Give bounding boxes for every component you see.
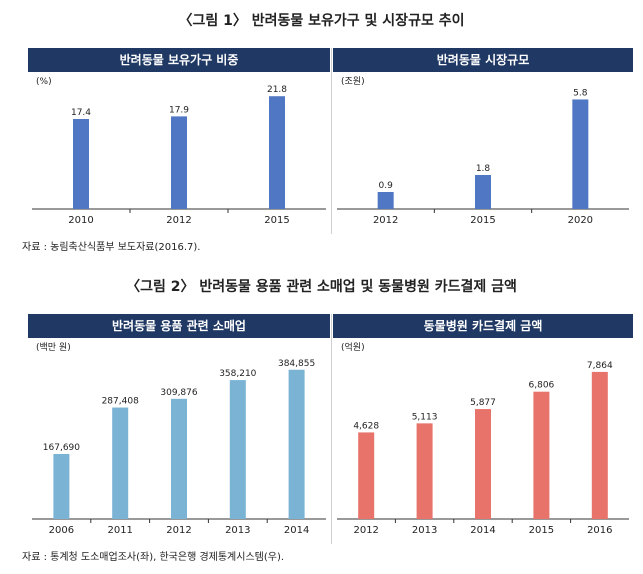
- x-tick-label: 2015: [264, 215, 289, 226]
- x-tick-label: 2006: [49, 525, 74, 536]
- x-tick-label: 2016: [587, 525, 612, 536]
- x-tick-label: 2015: [529, 525, 554, 536]
- x-tick-label: 2011: [107, 525, 132, 536]
- chart-title: 반려동물 시장규모: [333, 48, 633, 72]
- chart-title: 반려동물 보유가구 비중: [28, 48, 330, 72]
- unit-label: (억원): [341, 341, 365, 353]
- unit-label: (조원): [341, 76, 365, 87]
- bar: [572, 99, 589, 209]
- chart-title: 반려동물 용품 관련 소매업: [28, 314, 330, 338]
- bar: [112, 407, 129, 519]
- bar: [416, 423, 433, 519]
- data-label: 21.8: [267, 85, 287, 95]
- chart-pet-market-size: 반려동물 시장규모 (조원) 0.9 2012 1.8 2015 5.8 2020: [333, 48, 633, 234]
- bar: [171, 116, 187, 209]
- data-label: 7,864: [587, 361, 613, 371]
- data-label: 5,113: [412, 412, 438, 422]
- bar: [591, 371, 608, 519]
- x-tick-label: 2013: [225, 525, 250, 536]
- bar: [475, 409, 491, 519]
- x-tick-label: 2012: [166, 215, 191, 226]
- chart-pet-supplies-retail: 반려동물 용품 관련 소매업 (백만 원) 167,690 2006 287,408 2…: [28, 314, 330, 544]
- x-tick-label: 2015: [470, 215, 495, 226]
- x-tick-label: 2020: [568, 215, 593, 226]
- data-label: 5,877: [470, 398, 496, 408]
- bar: [377, 192, 394, 209]
- data-label: 5.8: [573, 88, 588, 98]
- bar: [475, 175, 491, 209]
- unit-label: (백만 원): [36, 342, 71, 353]
- bar: [171, 398, 187, 519]
- data-label: 287,408: [102, 397, 139, 407]
- chart-title: 동물병원 카드결제 금액: [333, 314, 633, 338]
- bar: [269, 96, 285, 209]
- data-label: 1.8: [476, 164, 491, 174]
- data-label: 358,210: [219, 369, 256, 379]
- x-tick-label: 2012: [373, 215, 398, 226]
- bar: [73, 118, 89, 209]
- figure1-source: 자료 : 농림축산식품부 보도자료(2016.7).: [22, 242, 201, 253]
- chart-pet-household-ratio: 반려동물 보유가구 비중 (%) 17.4 2010 17.9 2012 21.8 2015: [28, 48, 330, 234]
- bar: [288, 369, 305, 519]
- x-tick-label: 2014: [284, 525, 309, 536]
- bar: [53, 453, 70, 519]
- figure2-source: 자료 : 통계청 도소매업조사(좌), 한국은행 경제통계시스템(우).: [22, 552, 285, 563]
- figure1-title: 〈그림 1〉 반려동물 보유가구 및 시장규모 추이: [178, 13, 465, 29]
- data-label: 17.4: [71, 108, 91, 118]
- figure2-title: 〈그림 2〉 반려동물 용품 관련 소매업 및 동물병원 카드결제 금액: [126, 279, 517, 295]
- data-label: 4,628: [353, 421, 379, 431]
- data-label: 17.9: [169, 105, 189, 115]
- bar: [229, 380, 246, 519]
- x-tick-label: 2010: [68, 215, 93, 226]
- x-tick-label: 2014: [470, 525, 495, 536]
- bar: [533, 391, 550, 519]
- chart-vet-card-payments: 동물병원 카드결제 금액 (억원) 4,628 2012 5,113 2013 5,877…: [333, 314, 633, 544]
- x-tick-label: 2013: [412, 525, 437, 536]
- panel-divider: [331, 48, 332, 234]
- data-label: 0.9: [379, 181, 394, 191]
- bar: [358, 432, 375, 519]
- data-label: 384,855: [278, 359, 315, 369]
- panel-divider: [331, 314, 332, 544]
- x-tick-label: 2012: [353, 525, 378, 536]
- unit-label: (%): [36, 77, 52, 87]
- data-label: 309,876: [160, 388, 197, 398]
- data-label: 6,806: [529, 381, 555, 391]
- x-tick-label: 2012: [166, 525, 191, 536]
- data-label: 167,690: [43, 443, 80, 453]
